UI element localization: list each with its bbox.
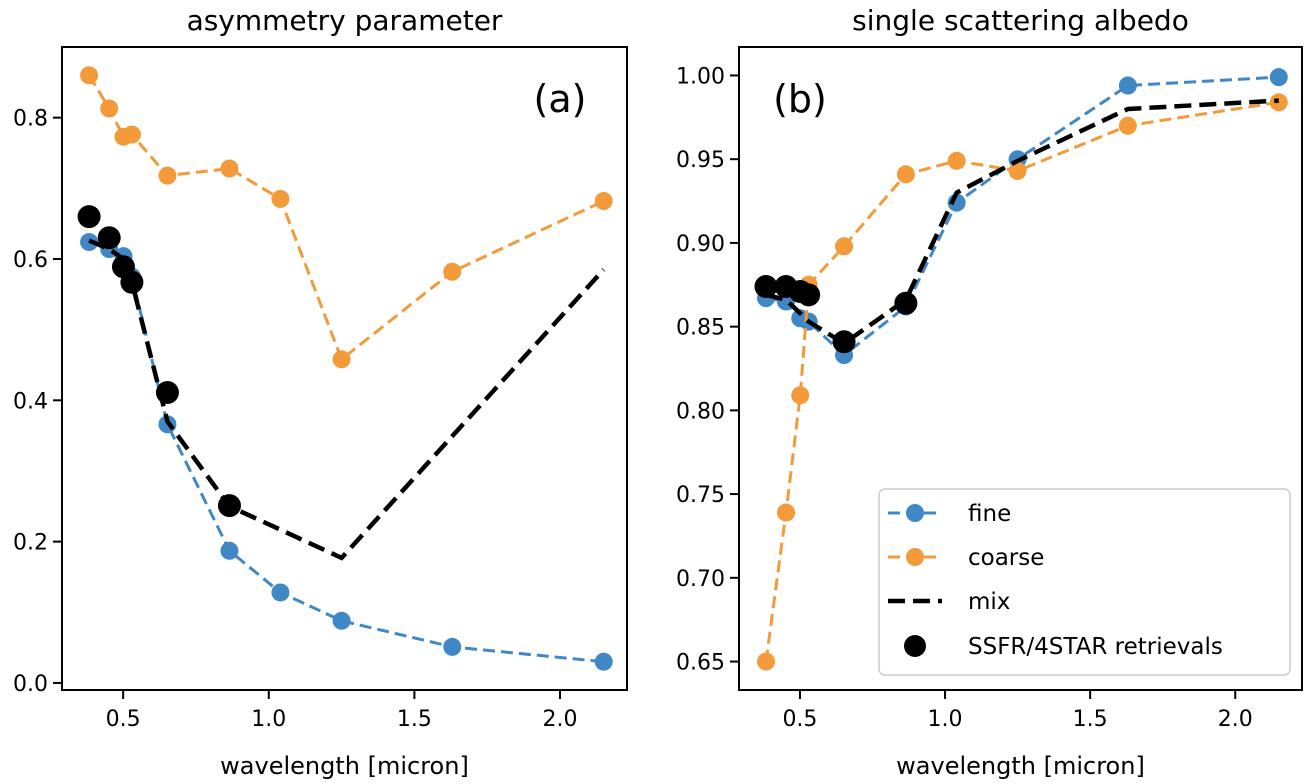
- panel-b-y-tick-label: 0.80: [676, 399, 725, 424]
- panel-a-retrieval-point: [217, 494, 241, 518]
- panel-b-y-tick-label: 1.00: [676, 64, 725, 89]
- panel-b-coarse-point: [947, 151, 966, 170]
- panel-a-y-tick-label: 0.2: [13, 531, 48, 556]
- panel-a-coarse-line: [87, 74, 605, 362]
- panel-b-retrieval-point: [754, 274, 778, 298]
- panel-b-fine-line: [765, 75, 1279, 358]
- panel-b-fine-point: [1118, 76, 1137, 95]
- panel-b-coarse-point: [896, 165, 915, 184]
- legend-retrievals-marker: [904, 635, 926, 657]
- panel-a-coarse-point: [122, 125, 141, 144]
- panel-a-coarse-point: [220, 159, 239, 178]
- panel-a-coarse-point: [158, 166, 177, 185]
- panel-b-title: single scattering albedo: [852, 4, 1189, 37]
- panel-a-y-tick-label: 0.6: [13, 248, 48, 273]
- legend-box: [878, 488, 1291, 676]
- panel-b-retrieval-point: [832, 330, 856, 354]
- panel-a-y-tick-label: 0.0: [13, 672, 48, 697]
- panel-a-fine-point: [220, 541, 239, 560]
- panel-a-x-axis-label: wavelength [micron]: [220, 752, 469, 780]
- panel-b-fine-point: [1269, 68, 1288, 87]
- panel-b-plot-area: [754, 68, 1288, 671]
- panel-a-x-tick-label: 1.0: [251, 707, 286, 732]
- legend-retrievals-label: SSFR/4STAR retrievals: [968, 634, 1223, 660]
- legend-coarse-marker: [906, 548, 924, 566]
- panel-a-fine-line: [88, 240, 604, 664]
- panel-a-coarse-point: [271, 189, 290, 208]
- legend-coarse-label: coarse: [968, 545, 1044, 571]
- panel-a-coarse-point: [443, 262, 462, 281]
- panel-b-y-tick-label: 0.95: [676, 148, 725, 173]
- panel-a-axes-frame: [61, 46, 628, 691]
- legend-fine-label: fine: [968, 501, 1011, 527]
- legend-item-retrievals: SSFR/4STAR retrievals: [904, 634, 1223, 660]
- panel-a-retrieval-point: [77, 205, 101, 229]
- panel-a-retrieval-point: [120, 270, 144, 294]
- panel-b-coarse-point: [835, 237, 854, 256]
- panel-a-x-tick-label: 0.5: [106, 707, 141, 732]
- panel-b-retrieval-point: [797, 283, 821, 307]
- legend-fine-marker: [906, 504, 924, 522]
- panel-b-x-tick-label: 2.0: [1218, 707, 1253, 732]
- panel-a-y-tick-label: 0.4: [13, 389, 48, 414]
- panel-b-coarse-point: [777, 503, 796, 522]
- panel-b-y-ticks: 0.65 0.70 0.75 0.80 0.85 0.90 0.95 1.00: [676, 64, 739, 676]
- panel-b-coarse-point: [791, 386, 810, 405]
- panel-b-x-axis-label: wavelength [micron]: [896, 752, 1145, 780]
- legend-mix-label: mix: [968, 589, 1010, 615]
- panel-b-coarse-point: [1118, 116, 1137, 135]
- legend-item-fine: fine: [888, 501, 1011, 527]
- panel-a-fine-point: [271, 583, 290, 602]
- legend: fine coarse mix SSFR/4STAR retrievals: [878, 488, 1291, 676]
- panel-a-coarse-point: [80, 66, 99, 85]
- panel-b-y-tick-label: 0.85: [676, 316, 725, 341]
- panel-b-mix-line: [765, 98, 1279, 347]
- panel-a-coarse-point: [594, 192, 613, 211]
- panel-b-axes-frame: [738, 46, 1303, 691]
- panel-a-x-ticks: 0.5 1.0 1.5 2.0: [106, 690, 578, 732]
- panel-a-x-tick-label: 2.0: [543, 707, 578, 732]
- panel-b-coarse-point: [756, 652, 775, 671]
- panel-a-plot-area: [77, 66, 613, 671]
- panel-a-coarse-point: [100, 99, 119, 118]
- panel-a-tag: (a): [534, 77, 587, 121]
- panel-b-y-tick-label: 0.90: [676, 232, 725, 257]
- panel-a-fine-point: [332, 611, 351, 630]
- panel-a-y-ticks: 0.0 0.2 0.4 0.6 0.8: [13, 107, 62, 697]
- panel-b-tag: (b): [773, 77, 827, 121]
- panel-b-x-tick-label: 1.0: [928, 707, 963, 732]
- panel-b-single-scattering-albedo: single scattering albedo 0.5 1.0 1.5 2.0 0.…: [676, 4, 1303, 780]
- panel-b-x-tick-label: 1.5: [1073, 707, 1108, 732]
- panel-b-x-ticks: 0.5 1.0 1.5 2.0: [782, 690, 1253, 732]
- panel-b-y-tick-label: 0.70: [676, 567, 725, 592]
- panel-b-retrieval-point: [894, 291, 918, 315]
- panel-a-retrieval-point: [97, 226, 121, 250]
- panel-a-retrieval-point: [155, 381, 179, 405]
- panel-a-mix-line: [88, 238, 606, 561]
- panel-a-coarse-point: [332, 350, 351, 369]
- legend-item-coarse: coarse: [888, 545, 1044, 571]
- panel-b-y-tick-label: 0.65: [676, 651, 725, 676]
- panel-b-y-tick-label: 0.75: [676, 483, 725, 508]
- panel-a-fine-point: [443, 637, 462, 656]
- panel-b-x-tick-label: 0.5: [782, 707, 817, 732]
- panel-a-x-tick-label: 1.5: [397, 707, 432, 732]
- panel-b-coarse-line: [764, 100, 1280, 662]
- panel-a-title: asymmetry parameter: [187, 4, 503, 37]
- panel-b-coarse-point: [1008, 161, 1027, 180]
- panel-a-fine-point: [594, 652, 613, 671]
- panel-a-asymmetry-parameter: asymmetry parameter 0.5 1.0 1.5 2.0 0.00.20…: [13, 4, 628, 780]
- panel-a-y-tick-label: 0.8: [13, 107, 48, 132]
- legend-item-mix: mix: [888, 589, 1010, 615]
